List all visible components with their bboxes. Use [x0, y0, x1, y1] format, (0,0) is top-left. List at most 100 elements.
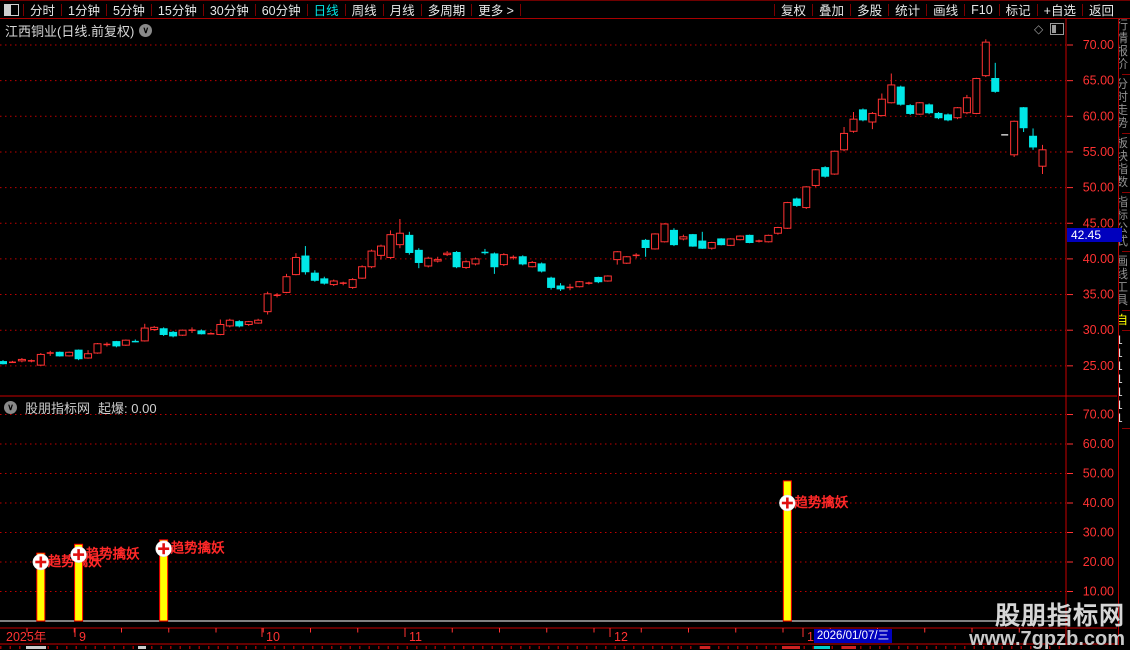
- period-tab-2[interactable]: 1分钟: [68, 4, 100, 18]
- period-tab-5[interactable]: 30分钟: [209, 4, 249, 18]
- candle-body-down: [405, 234, 414, 253]
- period-tab-6[interactable]: 60分钟: [261, 4, 301, 18]
- candle-body-up: [915, 102, 924, 115]
- candle: [962, 94, 971, 115]
- toolbar-separator: [306, 3, 308, 16]
- candle: [254, 318, 263, 324]
- month-label: 1: [807, 630, 814, 644]
- candle-body-up: [528, 261, 537, 268]
- toolbar-separator: [1081, 3, 1083, 16]
- sidebar-strip-divider: [1122, 330, 1130, 331]
- candle: [84, 350, 93, 359]
- period-tab-10[interactable]: 多周期: [427, 4, 466, 18]
- period-tab-9[interactable]: 月线: [389, 4, 415, 18]
- candle: [65, 351, 74, 357]
- candle-body-down: [0, 361, 7, 365]
- candle: [641, 238, 650, 257]
- candle: [726, 238, 735, 247]
- candle: [244, 320, 253, 326]
- period-tab-1[interactable]: 分时: [30, 4, 56, 18]
- toolbar-separator: [850, 3, 852, 16]
- candle-body-down: [594, 276, 603, 283]
- candle: [622, 256, 631, 264]
- signal-label: 趋势擒妖: [86, 546, 140, 562]
- tool-button-8[interactable]: +自选: [1043, 4, 1076, 18]
- candle: [17, 358, 26, 363]
- bottom-strip-fragment: [700, 646, 710, 649]
- candle-body-down: [301, 255, 310, 273]
- candle-body-up: [225, 319, 234, 327]
- candle-body-up: [424, 257, 433, 267]
- indicator-tick-label: 70.00: [1083, 408, 1114, 422]
- chart-canvas[interactable]: 70.00 65.00 60.00 55.00 50.00 45.00 40.00 35.00…: [0, 19, 1130, 650]
- candle: [925, 103, 934, 115]
- sidebar-strip-segment: 1 1 1 1 1 1 1: [1119, 334, 1128, 425]
- signal-bar-column: [36, 552, 46, 622]
- toolbar-separator: [1036, 3, 1038, 16]
- tool-button-1[interactable]: 复权: [781, 4, 807, 18]
- cursor-price-tag: 42.45: [1067, 228, 1122, 242]
- candle: [169, 330, 178, 338]
- tool-button-6[interactable]: F10: [971, 2, 993, 17]
- right-sidebar-strip[interactable]: 行 情 报 价分 时 走 势板 块 指 数指 标 公 式画 线 工 具自 1 1 …: [1118, 19, 1130, 650]
- diamond-icon[interactable]: ◇: [1034, 22, 1044, 36]
- tool-button-9[interactable]: 返回: [1088, 4, 1114, 18]
- candle: [944, 113, 952, 122]
- candle-body-down: [858, 109, 867, 121]
- candle-body-up: [840, 132, 849, 151]
- candle: [499, 253, 508, 267]
- sidebar-strip-divider: [1122, 133, 1130, 134]
- candle-body-down: [717, 238, 726, 246]
- candle-body-up: [263, 293, 272, 313]
- toolbar-separator: [202, 3, 204, 16]
- period-tab-3[interactable]: 5分钟: [112, 4, 145, 18]
- tool-button-3[interactable]: 多股: [857, 4, 883, 18]
- sidebar-strip-divider: [1122, 310, 1130, 311]
- collapse-chevron-icon[interactable]: ∨: [139, 24, 153, 37]
- candle-body-down: [235, 321, 244, 327]
- candle: [0, 360, 7, 365]
- candle: [585, 281, 593, 285]
- period-tab-7[interactable]: 日线: [313, 4, 339, 18]
- split-window-icon[interactable]: [1050, 23, 1065, 35]
- candle-body-up: [849, 118, 858, 132]
- candle-body-down: [547, 277, 556, 288]
- toolbar-separator: [61, 3, 63, 16]
- collapse-chevron-icon[interactable]: ∨: [4, 401, 17, 414]
- candle: [443, 251, 452, 257]
- watermark-url: www.7gpzb.com: [969, 628, 1125, 650]
- candle: [840, 126, 849, 152]
- signal-series: 趋势擒妖趋势擒妖趋势擒妖趋势擒妖: [32, 480, 849, 622]
- signal-label: 趋势擒妖: [794, 494, 848, 510]
- candle-body-down: [925, 104, 934, 114]
- candle-body-up: [140, 327, 149, 342]
- period-tab-11[interactable]: 更多 >: [478, 4, 514, 18]
- period-tab-4[interactable]: 15分钟: [157, 4, 197, 18]
- layout-grid-icon[interactable]: [4, 3, 19, 16]
- candle-body-up: [443, 252, 452, 256]
- candle-body-down: [896, 86, 905, 105]
- candle-body-down: [112, 341, 121, 347]
- candle: [386, 230, 395, 259]
- period-tab-8[interactable]: 周线: [351, 4, 377, 18]
- candle: [556, 283, 565, 291]
- sidebar-strip-segment: 指 标 公 式: [1119, 196, 1128, 248]
- candle: [802, 186, 811, 209]
- candle-body-up: [783, 202, 792, 229]
- candle: [991, 62, 1000, 93]
- sidebar-strip-divider: [1122, 192, 1130, 193]
- candle-body-up: [433, 259, 442, 262]
- candle-body-down: [55, 351, 64, 357]
- candle: [792, 197, 801, 207]
- candle: [915, 102, 924, 115]
- tool-button-2[interactable]: 叠加: [819, 4, 845, 18]
- candle: [972, 77, 981, 115]
- candle-body-up: [622, 256, 631, 264]
- tool-button-4[interactable]: 统计: [895, 4, 921, 18]
- page-title: 江西铜业(日线.前复权): [5, 24, 135, 39]
- tool-button-5[interactable]: 画线: [933, 4, 959, 18]
- toolbar-separator: [471, 3, 473, 16]
- price-tick-label: 25.00: [1083, 359, 1114, 373]
- tool-button-7[interactable]: 标记: [1005, 4, 1031, 18]
